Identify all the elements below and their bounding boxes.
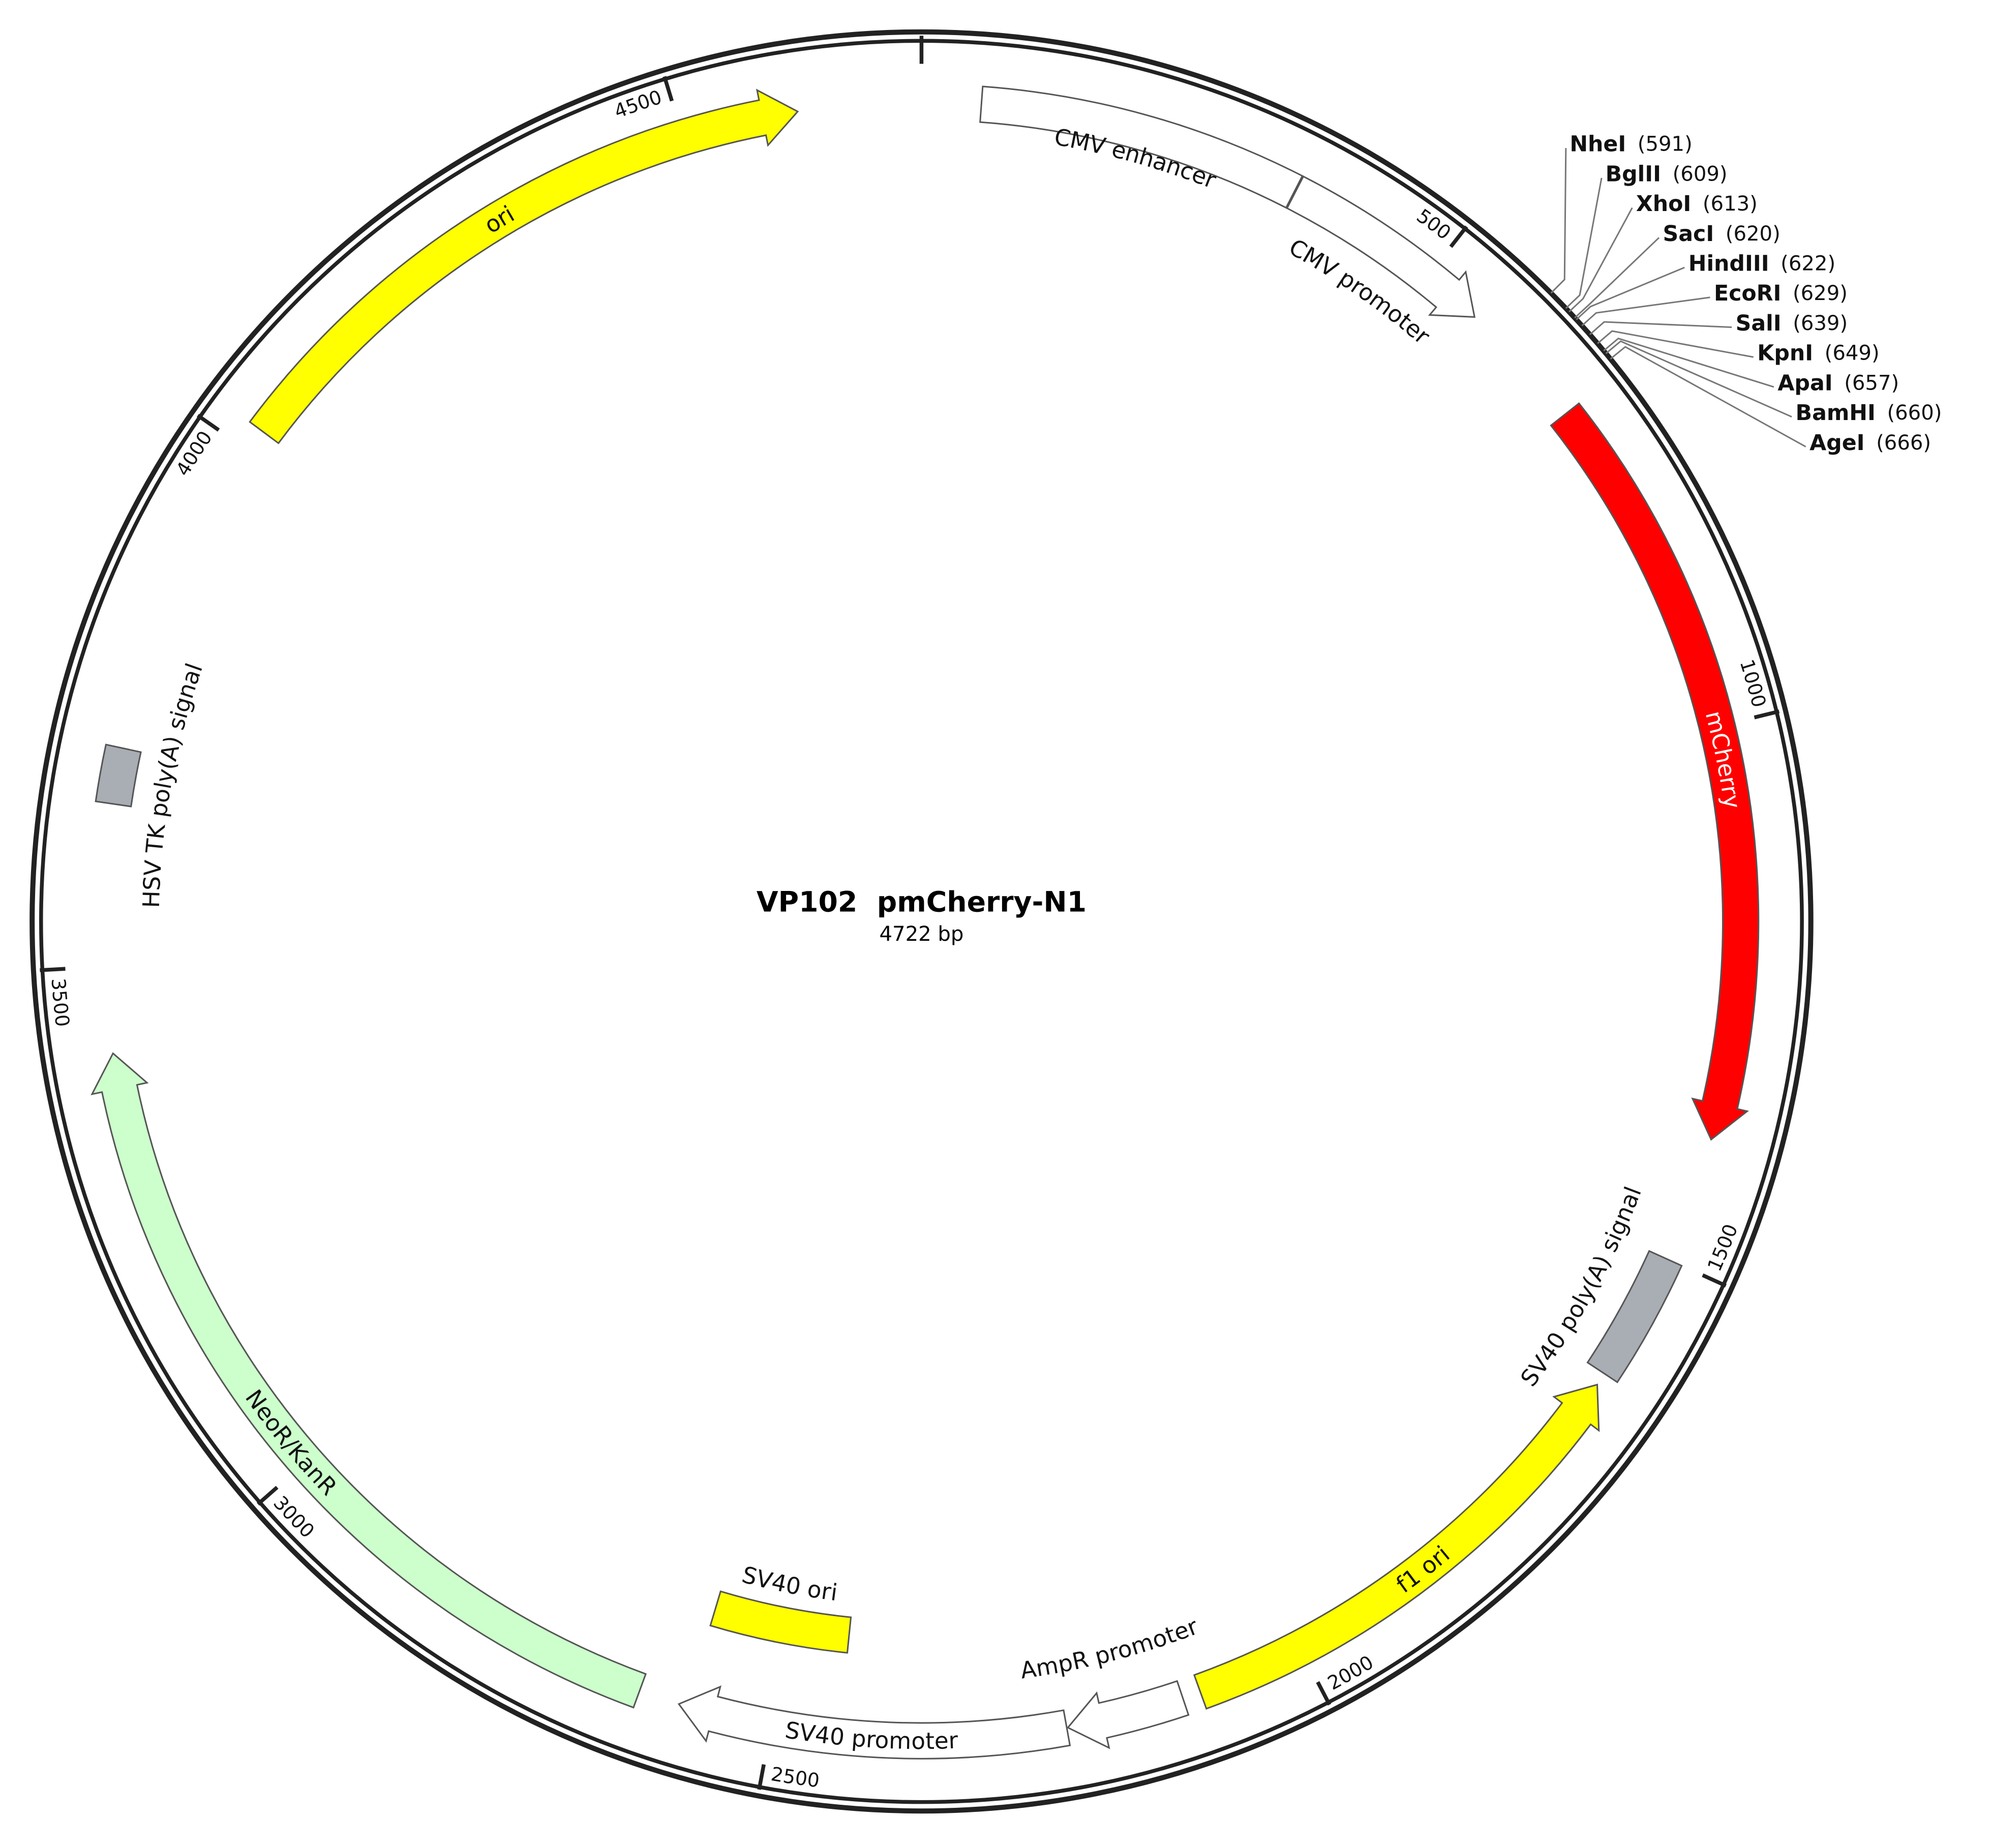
tick-label: 2500 — [769, 1763, 821, 1792]
feature-label-path: NeoR/KanR — [240, 1385, 342, 1501]
subtitle: 4722 bp — [880, 922, 964, 946]
site-name: NheI — [1570, 132, 1626, 157]
site-line — [1574, 237, 1660, 319]
backbone-outer — [29, 29, 1814, 1814]
site-line — [1576, 266, 1685, 320]
tick-label-path: 3500 — [47, 977, 74, 1028]
site-label: BglII (609) — [1606, 161, 1728, 187]
tick-label: 1500 — [1703, 1221, 1742, 1274]
feature — [1193, 1383, 1600, 1710]
site-position: (649) — [1825, 342, 1880, 365]
feature — [1066, 1680, 1190, 1749]
tick — [757, 1764, 766, 1790]
site-label: SacI (620) — [1663, 221, 1781, 247]
site-name: XhoI — [1636, 191, 1691, 217]
site-line — [1597, 330, 1754, 358]
site-name: KpnI — [1757, 341, 1813, 366]
feature-label: HSV TK poly(A) signal — [137, 660, 207, 908]
site-line — [1605, 340, 1792, 418]
site-label: XhoI (613) — [1636, 191, 1758, 217]
tick-label: 4500 — [611, 85, 665, 123]
site-position: (639) — [1793, 312, 1848, 335]
tick — [662, 76, 674, 102]
site-label: NheI (591) — [1570, 132, 1692, 157]
tick — [1316, 1681, 1332, 1706]
site-position: (622) — [1781, 252, 1835, 275]
tick-label-path: 1500 — [1703, 1221, 1742, 1274]
site-label: BamHI (660) — [1796, 400, 1942, 426]
site-label: AgeI (666) — [1809, 430, 1931, 456]
site-label: KpnI (649) — [1757, 341, 1879, 366]
site-line — [1610, 346, 1806, 448]
tick-label-path: 4500 — [611, 85, 665, 123]
feature — [979, 85, 1304, 209]
site-position: (657) — [1844, 371, 1899, 395]
site-name: HindIII — [1688, 251, 1769, 276]
feature — [1550, 402, 1760, 1141]
title: VP102 pmCherry-N1 — [757, 886, 1087, 918]
tick — [1702, 1273, 1727, 1288]
site-position: (620) — [1726, 222, 1781, 246]
feature-label: NeoR/KanR — [240, 1385, 342, 1501]
feature-label: AmpR promoter — [1019, 1613, 1202, 1684]
site-label: HindIII (622) — [1688, 251, 1835, 276]
feature — [1586, 1249, 1683, 1384]
site-line — [1550, 148, 1567, 294]
feature-label: SV40 ori — [739, 1561, 839, 1606]
site-label: ApaI (657) — [1777, 370, 1899, 396]
site-position: (629) — [1793, 282, 1848, 305]
site-name: SacI — [1663, 221, 1714, 247]
site-position: (609) — [1673, 162, 1728, 186]
site-line — [1568, 207, 1633, 313]
tick — [196, 413, 220, 432]
tick — [40, 967, 66, 972]
site-position: (613) — [1703, 192, 1758, 216]
site-label: SalI (639) — [1736, 311, 1848, 336]
site-name: BamHI — [1796, 400, 1876, 426]
site-position: (591) — [1638, 133, 1693, 156]
site-line — [1589, 321, 1732, 335]
feature — [95, 743, 142, 808]
site-name: ApaI — [1777, 370, 1832, 396]
feature — [249, 88, 799, 444]
site-line — [1565, 177, 1603, 309]
tick — [1754, 709, 1780, 720]
site-line — [1603, 337, 1774, 388]
site-position: (660) — [1887, 401, 1942, 425]
feature-label-path: AmpR promoter — [1019, 1613, 1202, 1684]
site-name: AgeI — [1809, 430, 1864, 456]
tick-label-path: 2500 — [769, 1763, 821, 1792]
tick-label: 500 — [1412, 204, 1455, 244]
feature-label-path: SV40 ori — [739, 1561, 839, 1606]
feature — [1286, 175, 1476, 318]
feature — [709, 1590, 852, 1654]
feature — [90, 1052, 647, 1709]
site-name: SalI — [1736, 311, 1782, 336]
site-name: BglII — [1606, 161, 1661, 187]
feature — [677, 1685, 1071, 1760]
tick-label-path: 500 — [1412, 204, 1455, 244]
site-name: EcoRI — [1714, 281, 1781, 306]
site-label: EcoRI (629) — [1714, 281, 1848, 306]
tick — [1449, 225, 1468, 248]
tick-label: 3500 — [47, 977, 74, 1028]
site-position: (666) — [1876, 431, 1931, 455]
feature-label-path: HSV TK poly(A) signal — [137, 660, 207, 908]
tick — [256, 1485, 279, 1506]
site-line — [1581, 296, 1710, 326]
